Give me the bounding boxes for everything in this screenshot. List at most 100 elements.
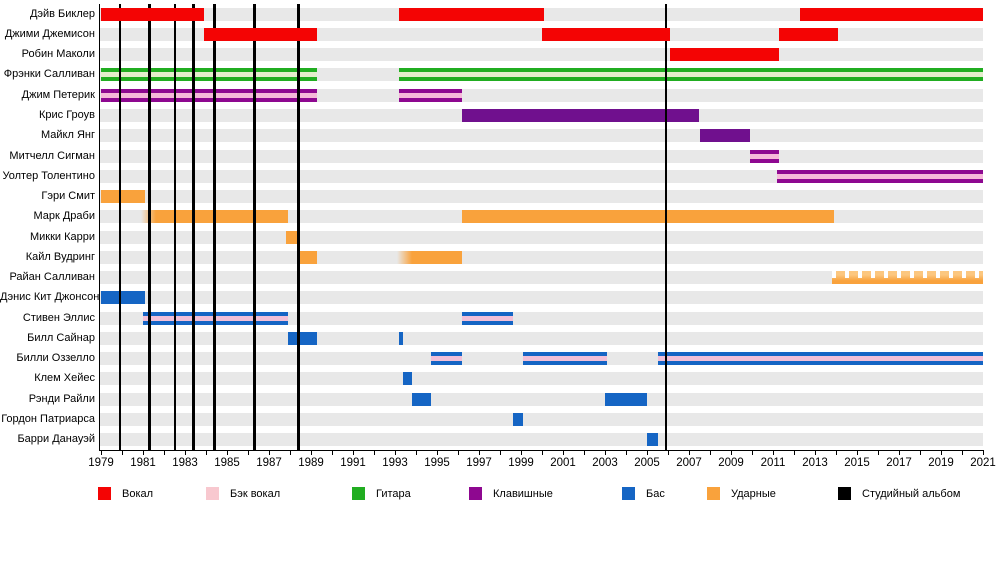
- studio-album-line: [148, 4, 151, 450]
- row-label: Марк Драби: [33, 210, 95, 223]
- timeline-bar: [462, 311, 513, 325]
- x-axis-tick: [689, 450, 691, 455]
- x-tick-label: 2005: [634, 457, 660, 469]
- x-tick-label: 1997: [466, 457, 492, 469]
- row-band: [99, 88, 983, 102]
- x-axis-tick: [290, 450, 292, 455]
- row-band: [99, 129, 983, 143]
- row-band: [99, 291, 983, 305]
- row-band: [99, 433, 983, 447]
- x-axis-tick: [500, 450, 502, 455]
- legend-label: Клавишные: [493, 488, 553, 500]
- x-tick-label: 2013: [802, 457, 828, 469]
- legend-swatch: [352, 487, 365, 500]
- row-band: [99, 250, 983, 264]
- x-tick-label: 1983: [172, 457, 198, 469]
- x-axis-tick: [605, 450, 607, 455]
- timeline-bar: [699, 129, 750, 143]
- timeline-bar: [430, 352, 463, 366]
- x-tick-label: 1993: [382, 457, 408, 469]
- timeline-bar: [657, 352, 983, 366]
- x-axis-tick: [899, 450, 901, 455]
- x-axis-tick: [710, 450, 712, 455]
- x-axis-tick: [731, 450, 733, 455]
- row-label: Кайл Вудринг: [25, 250, 95, 263]
- legend-label: Бэк вокал: [230, 488, 281, 500]
- timeline-bar: [512, 413, 524, 427]
- row-label: Микки Карри: [29, 230, 95, 243]
- row-label: Дэйв Биклер: [29, 7, 95, 20]
- x-axis-tick: [857, 450, 859, 455]
- legend-swatch: [838, 487, 851, 500]
- studio-album-line: [173, 4, 176, 450]
- x-axis-tick: [227, 450, 229, 455]
- x-axis-tick: [962, 450, 964, 455]
- timeline-bar: [403, 372, 412, 386]
- x-tick-label: 2007: [676, 457, 702, 469]
- timeline-bar: [670, 48, 780, 62]
- row-label: Стивен Эллис: [22, 311, 95, 324]
- timeline-bar: [397, 250, 463, 264]
- legend-swatch: [622, 487, 635, 500]
- timeline-bar: [101, 68, 318, 82]
- x-axis-tick: [416, 450, 418, 455]
- x-tick-label: 2021: [970, 457, 996, 469]
- x-tick-label: 2011: [760, 457, 786, 469]
- studio-album-line: [253, 4, 256, 450]
- row-label: Робин Маколи: [21, 48, 95, 61]
- x-axis-tick: [941, 450, 943, 455]
- timeline-bar: [831, 271, 983, 285]
- legend-swatch: [98, 487, 111, 500]
- timeline-bar: [462, 210, 834, 224]
- timeline-bar: [779, 27, 839, 41]
- row-band: [99, 169, 983, 183]
- x-axis-tick: [311, 450, 313, 455]
- x-axis-tick: [521, 450, 523, 455]
- timeline-bar: [287, 331, 318, 345]
- row-band: [99, 27, 983, 41]
- row-band: [99, 331, 983, 345]
- row-band: [99, 149, 983, 163]
- row-label: Билл Сайнар: [27, 331, 95, 344]
- timeline-bar: [749, 149, 780, 163]
- x-axis: [99, 450, 984, 452]
- row-band: [99, 271, 983, 285]
- x-axis-tick: [815, 450, 817, 455]
- x-axis-tick: [164, 450, 166, 455]
- row-label: Гэри Смит: [41, 190, 95, 203]
- legend-swatch: [707, 487, 720, 500]
- legend-swatch: [206, 487, 219, 500]
- row-label: Гордон Патриарса: [1, 413, 95, 426]
- row-label: Рэнди Райли: [28, 392, 95, 405]
- x-axis-tick: [332, 450, 334, 455]
- timeline-bar: [101, 291, 146, 305]
- timeline-bar: [800, 7, 983, 21]
- timeline-bar: [542, 27, 671, 41]
- row-label: Джим Петерик: [21, 88, 95, 101]
- legend-label: Бас: [646, 488, 665, 500]
- x-tick-label: 1995: [424, 457, 450, 469]
- x-axis-tick: [836, 450, 838, 455]
- row-band: [99, 48, 983, 62]
- x-axis-tick: [647, 450, 649, 455]
- row-label: Джими Джемисон: [4, 27, 95, 40]
- row-band: [99, 230, 983, 244]
- timeline-bar: [462, 108, 700, 122]
- x-axis-tick: [563, 450, 565, 455]
- x-axis-tick: [479, 450, 481, 455]
- x-axis-tick: [752, 450, 754, 455]
- x-tick-label: 1999: [508, 457, 534, 469]
- row-label: Райан Салливан: [9, 271, 95, 284]
- x-tick-label: 1981: [130, 457, 156, 469]
- timeline-bar: [777, 169, 983, 183]
- x-axis-tick: [395, 450, 397, 455]
- x-tick-label: 2017: [886, 457, 912, 469]
- x-tick-label: 2009: [718, 457, 744, 469]
- row-label: Барри Данауэй: [17, 433, 95, 446]
- row-label: Митчелл Сигман: [9, 149, 95, 162]
- x-axis-tick: [794, 450, 796, 455]
- x-tick-label: 1991: [340, 457, 366, 469]
- timeline-bar: [101, 190, 146, 204]
- legend-label: Студийный альбом: [862, 488, 961, 500]
- x-axis-tick: [437, 450, 439, 455]
